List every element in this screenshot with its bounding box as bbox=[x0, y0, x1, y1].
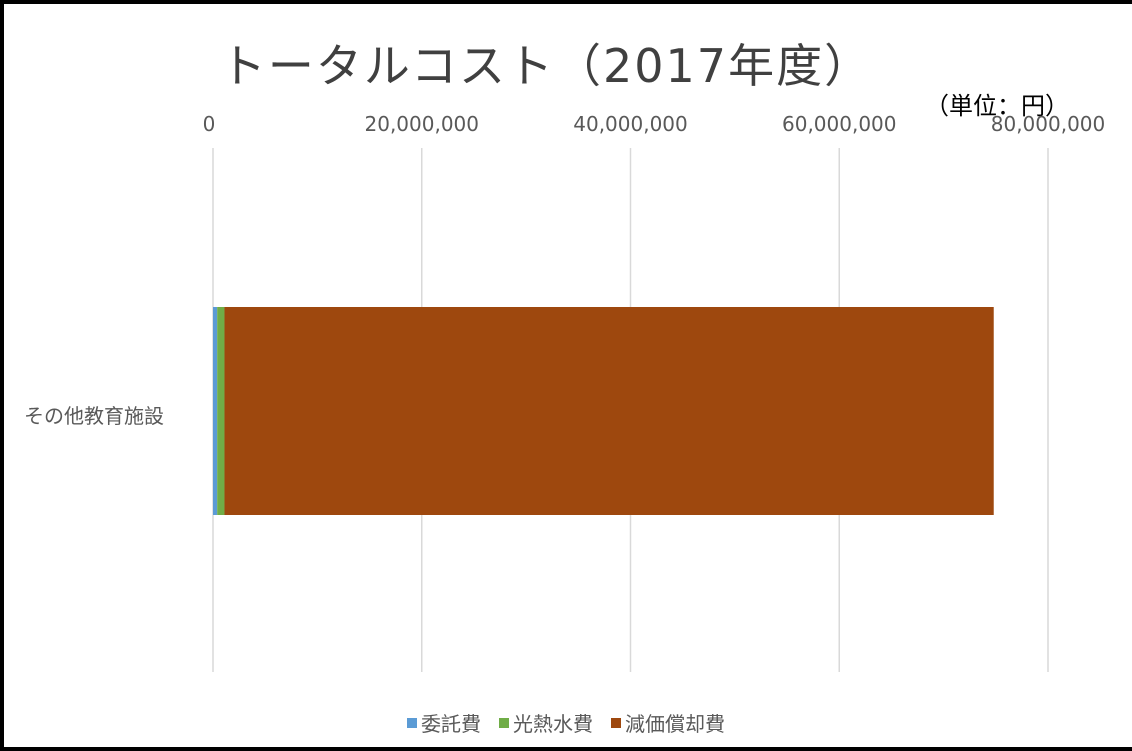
x-tick-label: 40,000,000 bbox=[573, 112, 688, 136]
category-label: その他教育施設 bbox=[24, 404, 164, 428]
legend-label: 委託費 bbox=[421, 712, 481, 736]
x-tick-label: 60,000,000 bbox=[781, 112, 897, 136]
legend-swatch-icon bbox=[407, 717, 417, 728]
bars bbox=[213, 307, 994, 515]
x-tick-label: 80,000,000 bbox=[990, 112, 1106, 136]
bar-segment-0 bbox=[213, 307, 218, 515]
legend-swatch-icon bbox=[611, 717, 621, 728]
bar-segment-1 bbox=[217, 307, 225, 515]
legend: 委託費 光熱水費 減価償却費 bbox=[0, 708, 1132, 737]
bar-segment-2 bbox=[224, 307, 994, 515]
legend-item-itakuhi: 委託費 bbox=[407, 708, 481, 737]
x-tick-label: 20,000,000 bbox=[364, 112, 480, 136]
legend-label: 減価償却費 bbox=[625, 712, 725, 736]
x-tick-label: 0 bbox=[202, 112, 216, 136]
chart-title: トータルコスト（2017年度） bbox=[219, 39, 873, 93]
unit-label: （単位：円） bbox=[925, 92, 1069, 120]
legend-item-kounetsusuihi: 光熱水費 bbox=[499, 708, 593, 737]
legend-swatch-icon bbox=[499, 717, 509, 728]
legend-item-genkashoukyakuhi: 減価償却費 bbox=[611, 708, 725, 737]
legend-label: 光熱水費 bbox=[513, 712, 593, 736]
